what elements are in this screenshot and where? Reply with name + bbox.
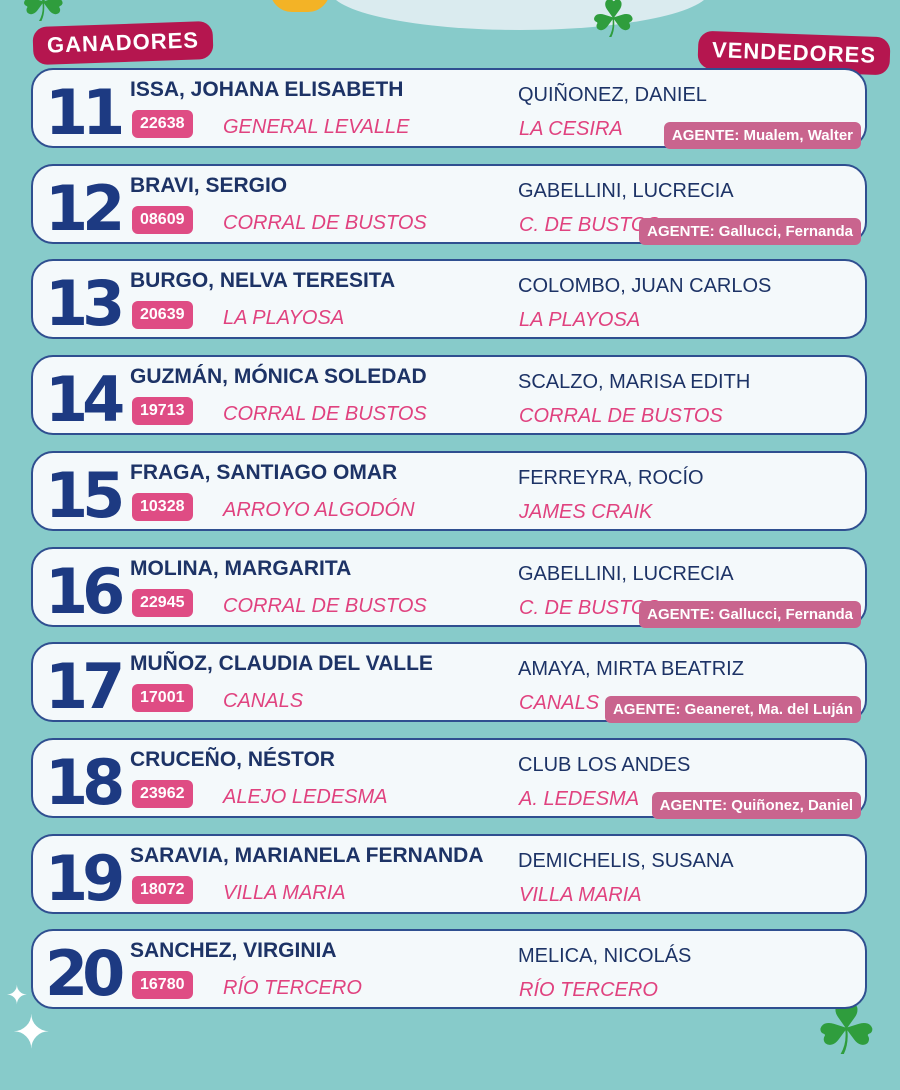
winner-city: LA PLAYOSA: [223, 307, 345, 330]
winner-row: 18 CRUCEÑO, NÉSTOR 23962 ALEJO LEDESMA C…: [31, 737, 867, 819]
prize-number: 11: [45, 76, 125, 149]
seller-city: LA PLAYOSA: [519, 309, 641, 332]
seller-name: AMAYA, MIRTA BEATRIZ: [518, 658, 744, 681]
seller-city: RÍO TERCERO: [519, 979, 658, 1002]
seller-name: CLUB LOS ANDES: [518, 753, 691, 776]
ticket-code-badge: 22945: [132, 588, 193, 617]
winner-name: FRAGA, SANTIAGO OMAR: [130, 460, 398, 484]
seller-name: GABELLINI, LUCRECIA: [518, 179, 734, 202]
seller-city: LA CESIRA: [519, 118, 623, 140]
winner-name: MUÑOZ, CLAUDIA DEL VALLE: [130, 652, 433, 676]
seller-name: FERREYRA, ROCÍO: [518, 466, 704, 489]
prize-number: 17: [45, 650, 125, 724]
seller-city: CANALS: [519, 692, 600, 715]
prize-number: 19: [45, 841, 125, 915]
prize-number: 15: [45, 458, 125, 532]
prize-number: 18: [45, 745, 125, 819]
seller-name: QUIÑONEZ, DANIEL: [518, 84, 707, 106]
ticket-code-badge: 16780: [132, 971, 193, 1000]
winner-city: GENERAL LEVALLE: [223, 116, 410, 138]
winner-row: 15 FRAGA, SANTIAGO OMAR 10328 ARROYO ALG…: [31, 450, 867, 532]
winner-name: SARAVIA, MARIANELA FERNANDA: [130, 843, 484, 867]
seller-city: VILLA MARIA: [519, 883, 642, 906]
winner-row: 20 SANCHEZ, VIRGINIA 16780 RÍO TERCERO M…: [31, 929, 867, 1011]
winner-row: 13 BURGO, NELVA TERESITA 20639 LA PLAYOS…: [31, 259, 867, 341]
seller-city: A. LEDESMA: [519, 787, 640, 810]
winner-row: 11 ISSA, JOHANA ELISABETH 22638 GENERAL …: [31, 68, 867, 149]
winner-row: 14 GUZMÁN, MÓNICA SOLEDAD 19713 CORRAL D…: [31, 355, 867, 437]
prize-number: 16: [45, 554, 125, 628]
seller-name: MELICA, NICOLÁS: [518, 945, 692, 968]
ticket-code-badge: 23962: [132, 779, 193, 808]
seller-name: DEMICHELIS, SUSANA: [518, 849, 734, 872]
ticket-code-badge: 17001: [132, 684, 193, 713]
winners-header: GANADORES: [32, 20, 214, 66]
seller-city: CORRAL DE BUSTOS: [519, 405, 723, 428]
clover-icon: ☘: [20, 0, 67, 33]
decoration: [330, 0, 710, 30]
winner-name: SANCHEZ, VIRGINIA: [130, 939, 337, 963]
agent-badge: AGENTE: Gallucci, Fernanda: [639, 600, 861, 628]
winner-city: ARROYO ALGODÓN: [223, 498, 415, 521]
prize-number: 13: [45, 267, 125, 341]
sparkle-icon: ✦: [12, 1006, 51, 1058]
winner-name: BURGO, NELVA TERESITA: [130, 269, 396, 293]
winner-city: ALEJO LEDESMA: [223, 785, 388, 808]
ticket-code-badge: 18072: [132, 875, 193, 904]
winner-city: RÍO TERCERO: [223, 977, 362, 1000]
winner-row: 16 MOLINA, MARGARITA 22945 CORRAL DE BUS…: [31, 546, 867, 628]
seller-city: C. DE BUSTOS: [519, 213, 660, 236]
winner-city: CANALS: [223, 690, 304, 713]
seller-city: JAMES CRAIK: [519, 500, 653, 523]
seller-city: C. DE BUSTOS: [519, 596, 660, 619]
winner-city: CORRAL DE BUSTOS: [223, 211, 427, 234]
winner-city: CORRAL DE BUSTOS: [223, 594, 427, 617]
seller-name: GABELLINI, LUCRECIA: [518, 562, 734, 585]
prize-number: 20: [45, 937, 125, 1011]
ticket-code-badge: 19713: [132, 397, 193, 426]
winner-city: CORRAL DE BUSTOS: [223, 403, 427, 426]
winner-name: ISSA, JOHANA ELISABETH: [130, 78, 404, 101]
winner-row: 12 BRAVI, SERGIO 08609 CORRAL DE BUSTOS …: [31, 163, 867, 245]
winner-name: BRAVI, SERGIO: [130, 173, 288, 197]
ticket-code-badge: 08609: [132, 205, 193, 234]
agent-badge: AGENTE: Gallucci, Fernanda: [639, 217, 861, 245]
ticket-code-badge: 22638: [132, 110, 193, 138]
winner-row: 19 SARAVIA, MARIANELA FERNANDA 18072 VIL…: [31, 833, 867, 915]
decoration: [270, 0, 330, 12]
prize-number: 12: [45, 171, 125, 245]
seller-name: SCALZO, MARISA EDITH: [518, 371, 751, 394]
prize-number: 14: [45, 363, 125, 437]
winner-name: MOLINA, MARGARITA: [130, 556, 352, 580]
sparkle-icon: ✦: [6, 980, 28, 1010]
agent-badge: AGENTE: Quiñonez, Daniel: [651, 791, 861, 819]
seller-name: COLOMBO, JUAN CARLOS: [518, 275, 772, 298]
ticket-code-badge: 10328: [132, 492, 193, 521]
clover-icon: ☘: [590, 0, 637, 49]
agent-badge: AGENTE: Mualem, Walter: [663, 122, 861, 149]
winner-city: VILLA MARIA: [223, 881, 346, 904]
agent-badge: AGENTE: Geaneret, Ma. del Luján: [604, 696, 861, 724]
winner-row: 17 MUÑOZ, CLAUDIA DEL VALLE 17001 CANALS…: [31, 642, 867, 724]
ticket-code-badge: 20639: [132, 301, 193, 330]
winner-name: CRUCEÑO, NÉSTOR: [130, 747, 335, 771]
winner-name: GUZMÁN, MÓNICA SOLEDAD: [130, 365, 427, 389]
